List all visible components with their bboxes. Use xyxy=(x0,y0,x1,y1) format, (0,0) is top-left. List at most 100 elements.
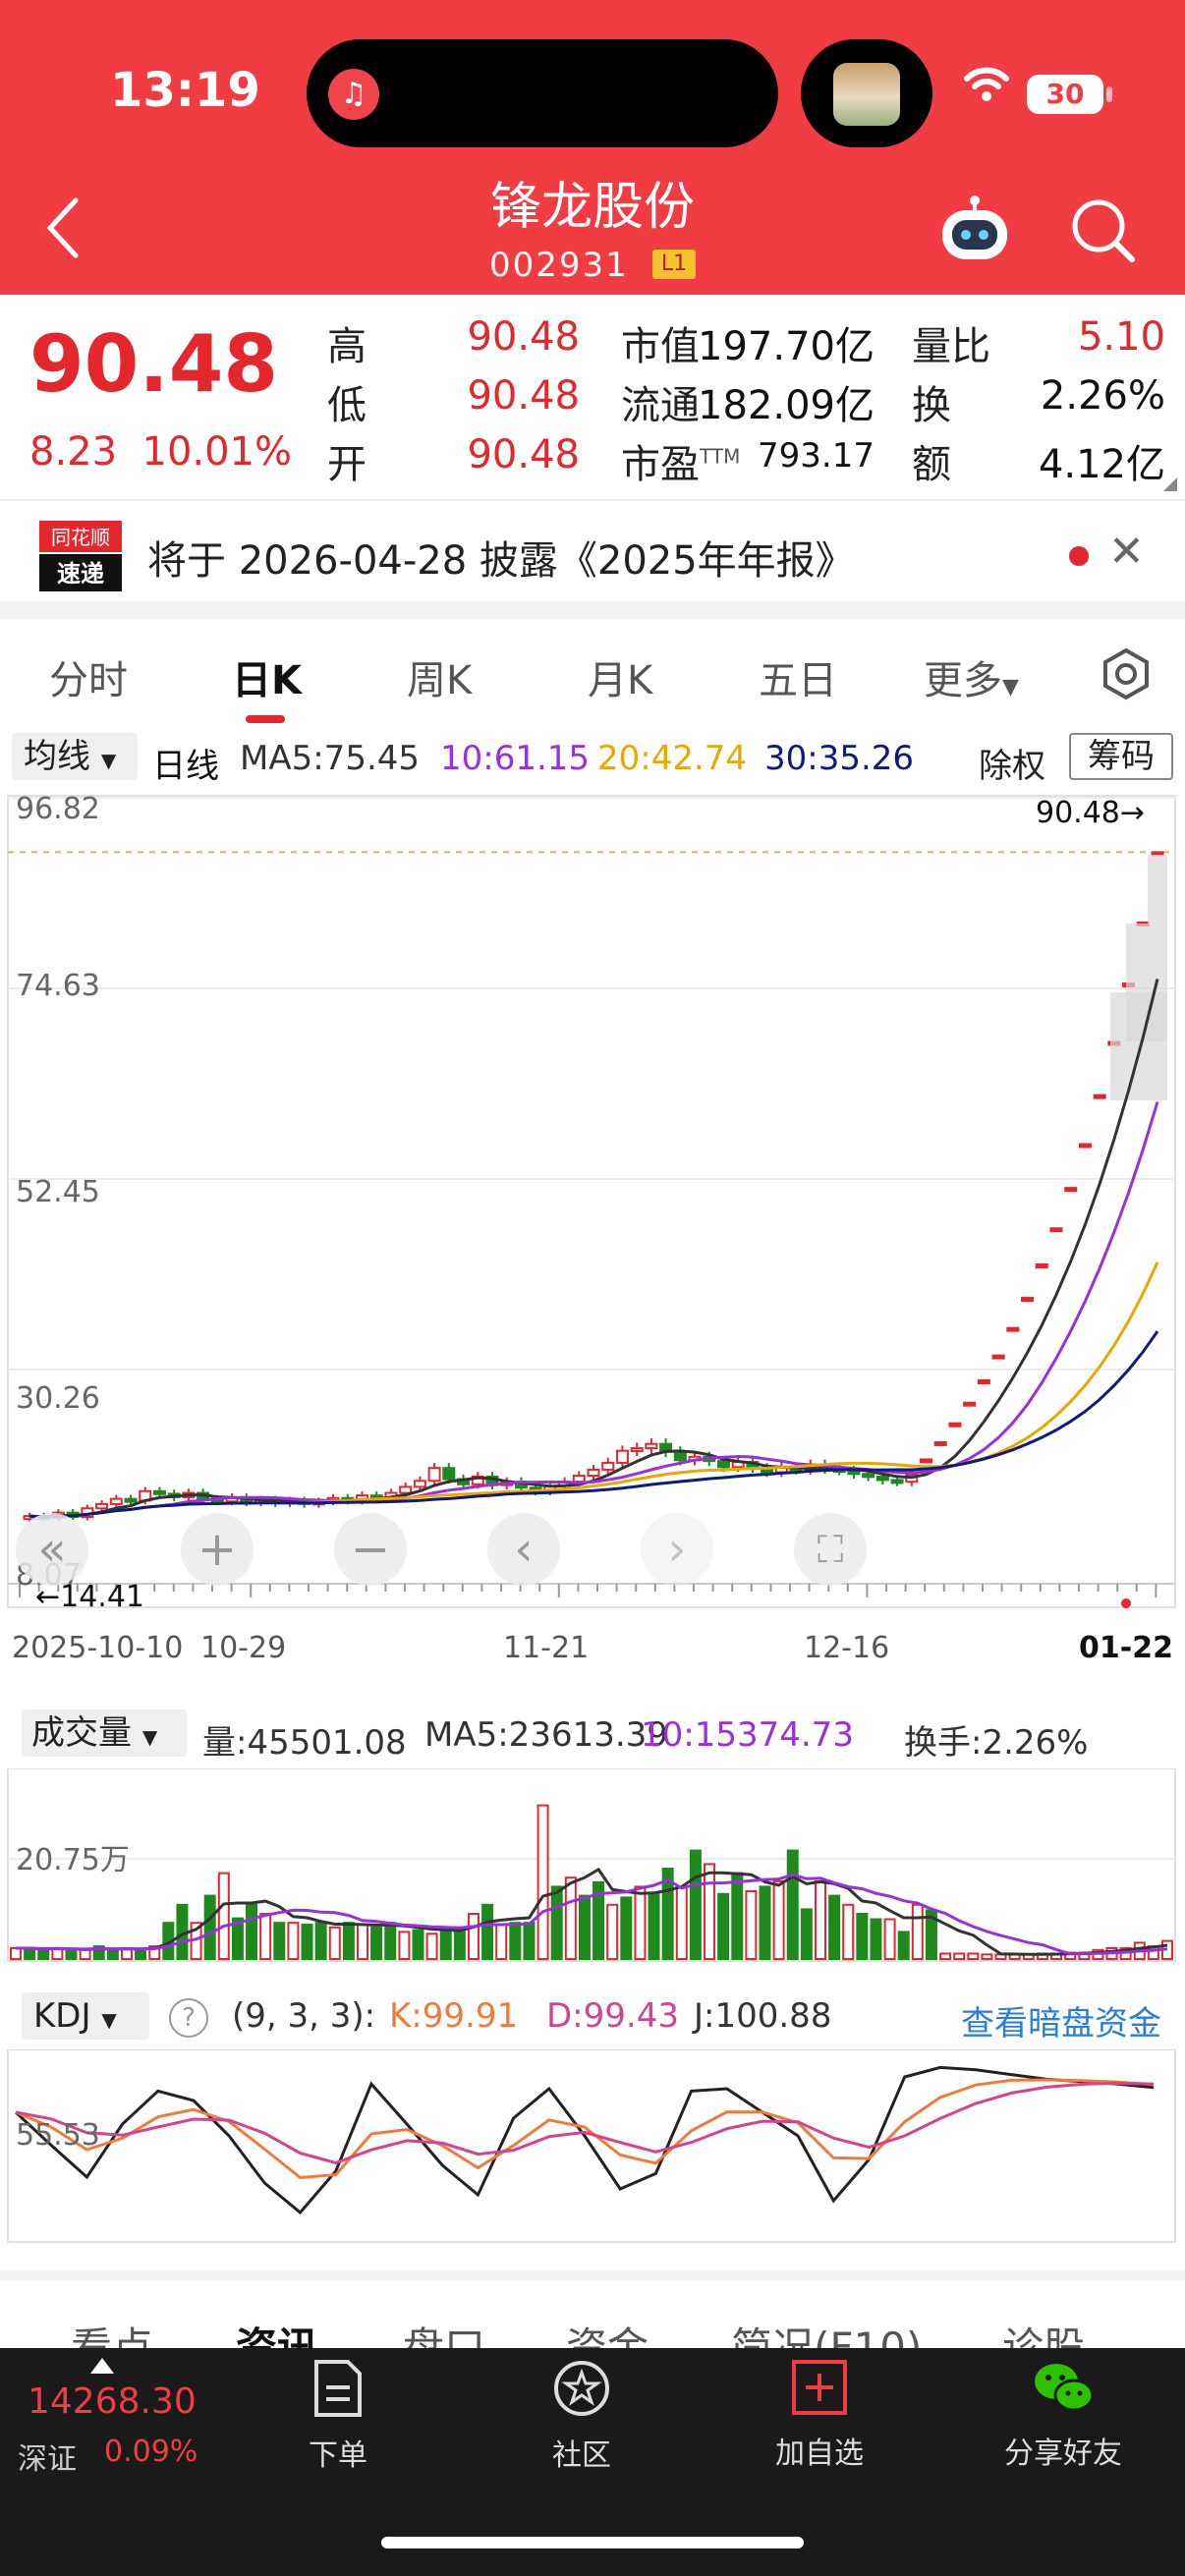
kdj-j: J:100.88 xyxy=(694,1996,832,2036)
kdj-selector-label: KDJ xyxy=(33,1996,91,2036)
kline-chart[interactable] xyxy=(0,784,1185,1609)
kdj-params: (9, 3, 3): xyxy=(232,1996,376,2036)
dark-pool-link[interactable]: 查看暗盘资金 xyxy=(961,2004,1161,2044)
candle xyxy=(1049,1227,1063,1233)
candle xyxy=(1078,1143,1092,1148)
share-button[interactable]: 分享好友 xyxy=(965,2358,1161,2472)
volume-bar xyxy=(717,1892,730,1960)
chips-button[interactable]: 筹码 xyxy=(1069,733,1173,780)
community-icon xyxy=(554,2361,609,2416)
zoom-out-icon[interactable]: − xyxy=(334,1513,407,1586)
kdj-frame xyxy=(7,2049,1176,2243)
volume-ma10-line xyxy=(16,1873,1168,1956)
tab-fenshi[interactable]: 分时 xyxy=(49,658,128,703)
tab-more-label: 更多 xyxy=(924,658,1002,703)
y-label-4: 30.26 xyxy=(16,1381,100,1416)
candle xyxy=(1064,1187,1078,1193)
order-button[interactable]: 下单 xyxy=(240,2358,436,2474)
volume-bar xyxy=(342,1922,355,1960)
volume-bar xyxy=(467,1913,480,1960)
volume-y-label: 20.75万 xyxy=(16,1843,130,1877)
kdj-d-line xyxy=(15,2081,1155,2165)
pe-ttm: TTM xyxy=(700,444,741,469)
expand-corner-icon[interactable] xyxy=(1163,477,1177,491)
date-label-2: 10-29 xyxy=(200,1631,287,1665)
volume-bar xyxy=(689,1849,702,1960)
candle xyxy=(601,1461,615,1471)
tab-more[interactable]: 更多▼ xyxy=(924,648,1019,705)
pe-value: 793.17 xyxy=(758,436,875,476)
candle xyxy=(862,1473,875,1479)
volume-ma5: MA5:23613.39 xyxy=(424,1715,668,1755)
logo-text-top: 同花顺 xyxy=(51,526,110,549)
volume-bar xyxy=(217,1872,230,1960)
add-watchlist-icon xyxy=(792,2360,847,2415)
volume-bar xyxy=(106,1948,119,1961)
adjust-toggle[interactable]: 除权 xyxy=(979,747,1045,786)
vol-ratio-label: 量比 xyxy=(912,324,990,369)
float-label: 流通 xyxy=(621,383,700,428)
volume-bar xyxy=(384,1922,397,1960)
status-time: 13:19 xyxy=(110,63,260,118)
home-indicator xyxy=(381,2537,804,2548)
close-icon[interactable]: ✕ xyxy=(1108,527,1145,577)
logo-text-bottom: 速递 xyxy=(57,560,104,588)
volume-bar xyxy=(675,1885,688,1960)
volume-bar xyxy=(814,1879,826,1960)
scroll-left-fast-icon[interactable]: « xyxy=(16,1513,88,1586)
change-pct: 10.01% xyxy=(141,429,293,475)
level-badge[interactable]: L1 xyxy=(652,250,696,279)
price-change: 8.23 10.01% xyxy=(29,429,292,475)
indicator-selector-label: 均线 xyxy=(24,737,90,776)
community-button[interactable]: 社区 xyxy=(483,2358,680,2474)
volume-bar xyxy=(509,1922,522,1960)
tab-five-day[interactable]: 五日 xyxy=(759,658,837,703)
settings-hexagon-icon[interactable] xyxy=(1099,646,1154,701)
chip-distribution-block xyxy=(1110,992,1167,1100)
ai-robot-icon[interactable] xyxy=(938,195,1011,263)
volume-bar xyxy=(911,1903,924,1961)
indicator-selector[interactable]: 均线 ▼ xyxy=(12,733,138,780)
tab-monthly-k[interactable]: 月K xyxy=(588,658,653,703)
quote-panel xyxy=(0,295,1185,501)
tab-daily-k[interactable]: 日K xyxy=(232,658,302,703)
zoom-in-icon[interactable]: + xyxy=(181,1513,254,1586)
search-icon[interactable] xyxy=(1069,196,1138,265)
volume-selector[interactable]: 成交量 ▼ xyxy=(22,1709,187,1757)
volume-bar xyxy=(148,1945,161,1960)
volume-chart[interactable] xyxy=(0,1768,1185,1965)
scroll-left-icon[interactable]: ‹ xyxy=(487,1513,560,1586)
tab-weekly-k[interactable]: 周K xyxy=(407,658,473,703)
volume-bar xyxy=(564,1876,577,1960)
volume-bar xyxy=(398,1931,411,1960)
volume-bar xyxy=(967,1952,980,1960)
share-label: 分享好友 xyxy=(1004,2436,1122,2471)
volume-bar xyxy=(301,1924,313,1960)
kdj-selector[interactable]: KDJ ▼ xyxy=(22,1992,149,2040)
candle xyxy=(442,1467,456,1481)
index-value[interactable]: 14268.30 xyxy=(28,2381,197,2422)
turnover-label: 换 xyxy=(912,383,951,428)
kdj-d: D:99.43 xyxy=(546,1996,679,2036)
add-watchlist-button[interactable]: 加自选 xyxy=(721,2358,918,2472)
volume-bar xyxy=(704,1863,716,1960)
current-date-dot xyxy=(1121,1598,1131,1608)
kdj-chart[interactable] xyxy=(0,2049,1185,2246)
scroll-right-icon[interactable]: › xyxy=(641,1513,713,1586)
fullscreen-icon[interactable]: ⛶ xyxy=(794,1513,867,1586)
volume-bar xyxy=(273,1922,286,1960)
avatar xyxy=(833,63,900,126)
candle xyxy=(109,1497,123,1505)
news-text[interactable]: 将于 2026-04-28 披露《2025年年报》 xyxy=(147,538,855,584)
volume-bar xyxy=(578,1894,591,1961)
tonghuashun-express-logo: 同花顺 速递 xyxy=(39,521,122,591)
volume-bar xyxy=(953,1952,966,1960)
candle xyxy=(977,1378,990,1384)
volume-bar xyxy=(856,1913,869,1960)
y-label-3: 52.45 xyxy=(16,1175,100,1209)
help-icon[interactable]: ? xyxy=(169,1998,208,2038)
volume-bar xyxy=(287,1922,300,1960)
add-watchlist-label: 加自选 xyxy=(775,2436,864,2471)
open-value: 90.48 xyxy=(467,432,580,477)
back-arrow-icon[interactable] xyxy=(44,196,84,259)
